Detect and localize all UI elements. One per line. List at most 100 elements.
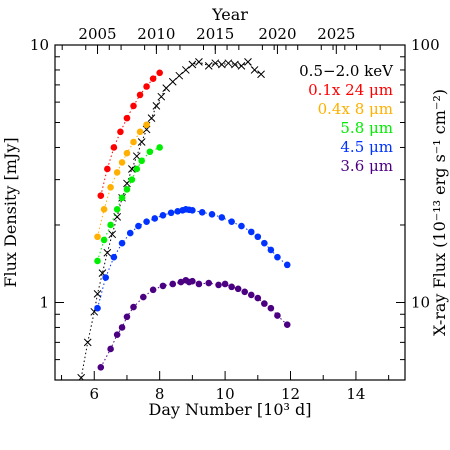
- data-point: [238, 222, 245, 230]
- data-point: [128, 176, 136, 183]
- x-tick-label: 8: [155, 385, 165, 403]
- data-point: [159, 282, 167, 290]
- data-point: [113, 169, 121, 176]
- data-point: [143, 218, 150, 225]
- data-point: [231, 60, 239, 69]
- x-tick-label: 10: [216, 385, 235, 403]
- data-point: [237, 61, 246, 70]
- y-tick-label: 10: [30, 36, 49, 54]
- data-point: [113, 206, 121, 213]
- x-tick-label: 14: [346, 385, 365, 403]
- data-point: [117, 128, 124, 136]
- series-line: [97, 124, 147, 237]
- right-y-tick-label: 100: [411, 36, 440, 54]
- series-group: [94, 144, 163, 265]
- data-point: [274, 312, 281, 319]
- data-point: [118, 324, 126, 331]
- data-point: [138, 157, 145, 165]
- data-point: [198, 209, 206, 216]
- data-point: [195, 280, 203, 288]
- y-axis-title: Flux Density [mJy]: [1, 137, 20, 287]
- data-point: [118, 159, 126, 166]
- data-point: [247, 228, 255, 236]
- legend-entry: 0.4x 8 μm: [318, 100, 393, 118]
- data-point: [257, 70, 265, 79]
- data-point: [108, 230, 117, 239]
- data-point: [110, 144, 118, 151]
- data-point: [261, 239, 268, 247]
- data-point: [107, 221, 114, 229]
- data-point: [149, 286, 157, 294]
- data-point: [267, 246, 275, 254]
- x-axis-title: Day Number [10³ d]: [149, 400, 312, 419]
- data-point: [267, 304, 275, 312]
- series-line: [100, 72, 161, 196]
- data-point: [94, 304, 101, 312]
- data-point: [189, 207, 196, 214]
- data-point: [130, 102, 137, 110]
- top-x-tick-label: 2005: [78, 25, 116, 43]
- series-line: [97, 208, 288, 309]
- data-point: [93, 290, 102, 298]
- data-point: [97, 192, 105, 199]
- data-point: [123, 313, 131, 321]
- data-point: [152, 102, 161, 110]
- series-group: [94, 121, 150, 241]
- data-point: [217, 60, 226, 69]
- data-point: [77, 373, 86, 380]
- data-point: [151, 215, 159, 222]
- data-point: [181, 66, 190, 74]
- series-group: [97, 276, 291, 371]
- legend-entry: 0.5−2.0 keV: [299, 62, 394, 80]
- data-point: [234, 285, 242, 293]
- x-tick-label: 6: [89, 385, 99, 403]
- top-x-tick-label: 2010: [137, 25, 175, 43]
- data-point: [100, 206, 108, 213]
- series-group: [77, 58, 265, 380]
- ticks-layer: 6 8 10 12 14 2005 2010 2015 2020 2025 1 10 10 100: [30, 25, 440, 403]
- data-point: [159, 212, 167, 219]
- data-point: [211, 59, 220, 68]
- data-point: [250, 66, 259, 74]
- data-point: [135, 222, 142, 230]
- series-group: [97, 69, 163, 199]
- data-point: [224, 59, 233, 68]
- data-point: [136, 128, 144, 136]
- data-point: [228, 283, 235, 291]
- top-x-axis-title: Year: [211, 5, 248, 24]
- data-point: [118, 239, 126, 247]
- data-point: [189, 277, 196, 285]
- data-point: [195, 58, 203, 66]
- data-point: [162, 84, 171, 92]
- data-point: [143, 83, 150, 90]
- data-point: [118, 194, 126, 202]
- data-point: [167, 209, 175, 217]
- data-point: [157, 92, 166, 101]
- data-point: [174, 208, 181, 215]
- data-point: [83, 338, 92, 347]
- data-point: [128, 165, 136, 173]
- data-point: [130, 303, 137, 311]
- marks-layer: [77, 58, 291, 380]
- data-point: [156, 69, 163, 77]
- data-point: [261, 300, 268, 307]
- data-point: [100, 236, 108, 244]
- data-point: [149, 75, 157, 82]
- top-x-tick-label: 2015: [196, 25, 234, 43]
- data-point: [143, 121, 150, 129]
- right-y-axis-title: X-ray Flux (10⁻¹³ erg s⁻¹ cm⁻²): [430, 89, 449, 336]
- data-point: [140, 293, 147, 301]
- data-point: [147, 114, 156, 122]
- series-group: [94, 206, 291, 312]
- x-tick-label: 12: [281, 385, 300, 403]
- data-point: [133, 165, 141, 173]
- data-point: [208, 211, 216, 218]
- data-point: [110, 253, 118, 261]
- labels-layer: Year Day Number [10³ d] Flux Density [mJ…: [1, 5, 449, 419]
- data-point: [254, 233, 262, 241]
- legend-entry: 3.6 μm: [340, 157, 393, 175]
- data-point: [126, 229, 134, 237]
- data-point: [254, 294, 262, 302]
- data-point: [283, 261, 291, 269]
